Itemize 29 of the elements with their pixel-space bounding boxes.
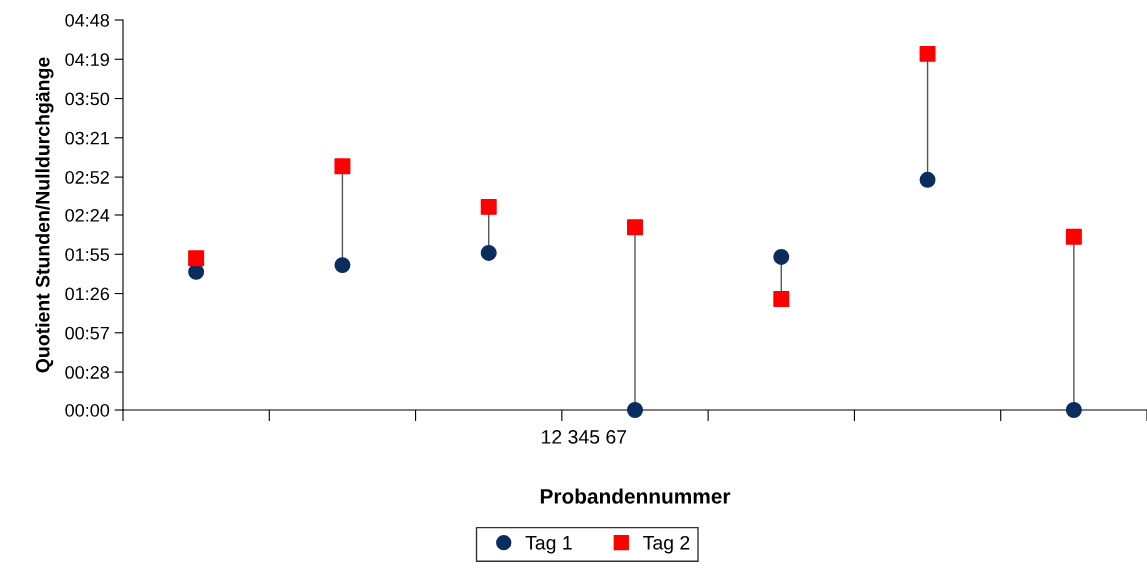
legend-label: Tag 1 — [525, 536, 572, 554]
point — [480, 198, 497, 215]
y-axis-title: Quotient Stunden/Nulldurchgänge — [35, 57, 54, 373]
y-tick-label: 01:26 — [65, 287, 110, 301]
point — [919, 171, 936, 188]
point — [773, 290, 790, 307]
point — [1065, 402, 1082, 418]
y-tick-label: 00:00 — [65, 403, 110, 417]
point — [627, 402, 643, 418]
point — [627, 219, 643, 236]
y-tick-label: 01:55 — [65, 248, 110, 261]
x-axis-title: Probandennummer — [540, 488, 731, 504]
point — [773, 249, 790, 265]
text: 12 345 67 — [542, 430, 627, 444]
point — [1065, 228, 1082, 245]
y-tick-label: 04:19 — [65, 53, 109, 66]
point — [334, 158, 351, 175]
y-tick-label: 02:24 — [65, 208, 110, 222]
point — [919, 45, 936, 62]
y-tick-label: 02:52 — [65, 171, 109, 184]
point — [480, 244, 497, 261]
point — [334, 257, 351, 274]
y-tick-label: 03:21 — [65, 131, 109, 145]
y-tick-label: 04:48 — [65, 13, 110, 27]
point — [188, 250, 205, 267]
y-tick-label: 03:50 — [65, 92, 110, 106]
y-tick-label: 00:28 — [65, 366, 110, 379]
legend-label: Tag 2 — [643, 535, 690, 554]
y-tick-label: 00:57 — [65, 326, 109, 340]
